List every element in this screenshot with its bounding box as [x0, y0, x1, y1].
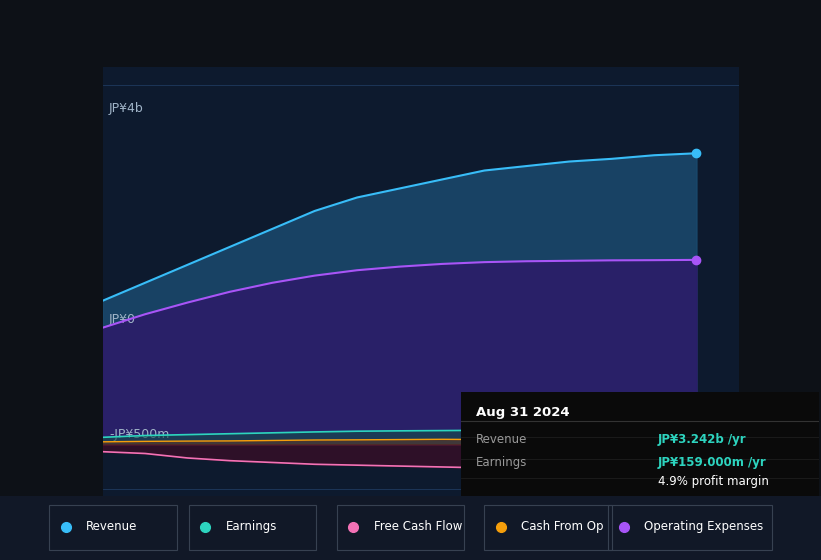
Text: JP¥159.000m /yr: JP¥159.000m /yr [658, 456, 767, 469]
Text: Cash From Op: Cash From Op [475, 516, 558, 529]
Text: JP¥0: JP¥0 [109, 313, 136, 326]
Text: -JP¥500m: -JP¥500m [109, 428, 169, 441]
Text: Earnings: Earnings [475, 456, 527, 469]
Text: Revenue: Revenue [86, 520, 138, 533]
Text: No data: No data [658, 497, 704, 510]
Text: Cash From Op: Cash From Op [521, 520, 603, 533]
Text: JP¥2.055b /yr: JP¥2.055b /yr [658, 535, 746, 549]
Text: JP¥3.242b /yr: JP¥3.242b /yr [658, 433, 746, 446]
Text: Free Cash Flow: Free Cash Flow [374, 520, 462, 533]
Text: Earnings: Earnings [226, 520, 277, 533]
Text: 4.9% profit margin: 4.9% profit margin [658, 475, 768, 488]
Text: No data: No data [658, 516, 704, 529]
Text: Operating Expenses: Operating Expenses [644, 520, 764, 533]
Text: Aug 31 2024: Aug 31 2024 [475, 407, 569, 419]
Text: Free Cash Flow: Free Cash Flow [475, 497, 564, 510]
Text: JP¥4b: JP¥4b [109, 102, 144, 115]
Text: Revenue: Revenue [475, 433, 527, 446]
Text: Operating Expenses: Operating Expenses [475, 535, 595, 549]
Text: 2024: 2024 [186, 518, 217, 531]
